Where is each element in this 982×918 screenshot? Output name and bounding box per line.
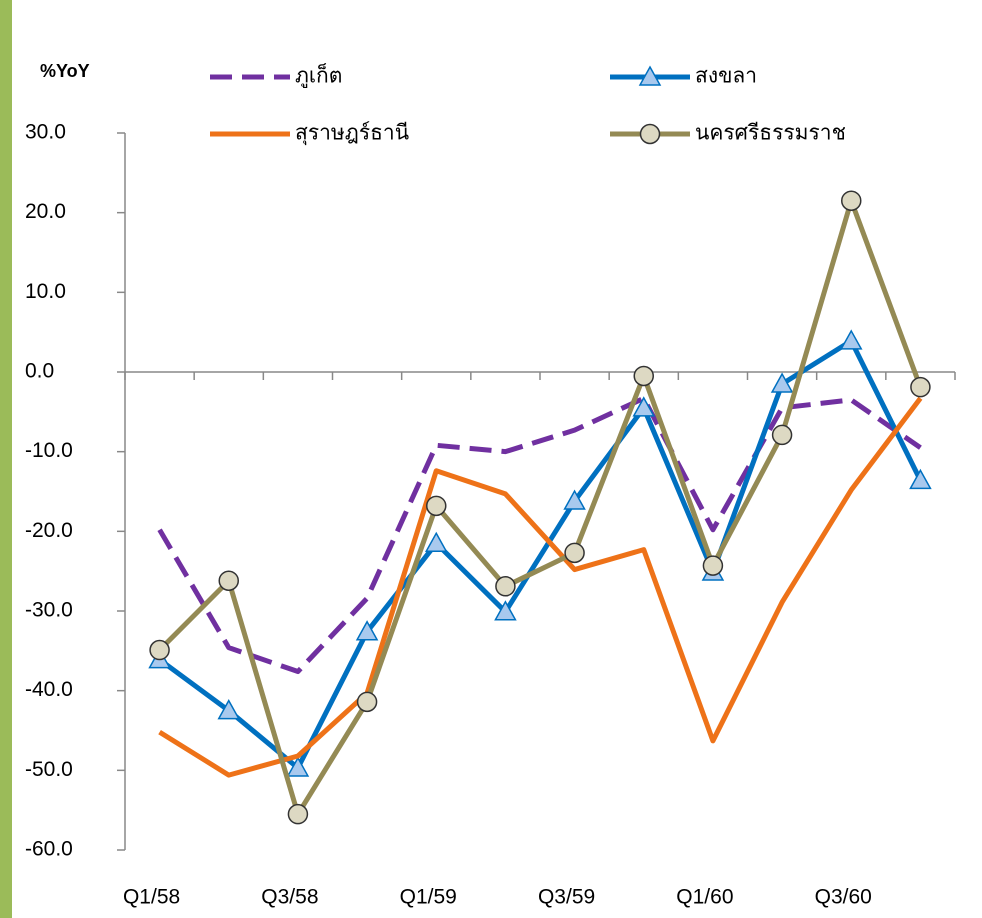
data-point: [909, 468, 932, 490]
x-tick-label: Q1/60: [676, 886, 733, 909]
legend-label: สงขลา: [695, 65, 757, 88]
legend-label: ภูเก็ต: [295, 62, 342, 89]
y-tick-label: -50.0: [25, 758, 73, 781]
y-tick-label: -30.0: [25, 599, 73, 622]
data-point: [426, 495, 447, 517]
data-point: [495, 576, 516, 597]
data-point: [839, 329, 863, 350]
data-point: [563, 489, 586, 510]
side-bar: [0, 0, 12, 918]
y-tick-label: 10.0: [25, 280, 66, 303]
data-point: [356, 691, 378, 713]
data-point: [771, 424, 793, 446]
x-tick-label: Q3/58: [261, 886, 318, 909]
x-tick-label: Q1/59: [400, 886, 457, 909]
data-point: [149, 639, 170, 661]
data-point: [632, 396, 656, 417]
data-point: [217, 699, 241, 720]
y-tick-label: -10.0: [25, 439, 73, 462]
legend-marker: [638, 65, 662, 86]
x-tick-label: Q3/59: [538, 886, 595, 909]
data-point: [564, 542, 585, 564]
data-point: [770, 372, 794, 393]
data-point: [424, 531, 448, 553]
legend-label: นครศรีธรรมราช: [695, 122, 846, 145]
data-point: [702, 555, 724, 576]
y-tick-label: 20.0: [25, 200, 66, 223]
data-point: [286, 756, 310, 777]
y-tick-label: -20.0: [25, 519, 73, 542]
series-line: [157, 395, 922, 675]
data-point: [494, 600, 517, 621]
data-point: [355, 620, 379, 641]
series-line: [157, 198, 923, 817]
y-tick-label: 30.0: [25, 121, 66, 144]
legend-label: สุราษฎร์ธานี: [295, 121, 409, 146]
data-point: [287, 803, 309, 825]
data-point: [910, 376, 931, 398]
data-point: [841, 190, 862, 211]
y-tick-label: -60.0: [25, 838, 73, 861]
data-point: [218, 570, 239, 591]
y-tick-label: 0.0: [25, 360, 54, 383]
data-point: [633, 365, 654, 387]
x-tick-label: Q3/60: [815, 886, 872, 909]
series-line: [158, 396, 923, 778]
x-tick-label: Q1/58: [123, 886, 180, 909]
y-axis-label: %YoY: [40, 61, 90, 81]
legend-marker: [639, 123, 661, 145]
y-tick-label: -40.0: [25, 678, 73, 701]
